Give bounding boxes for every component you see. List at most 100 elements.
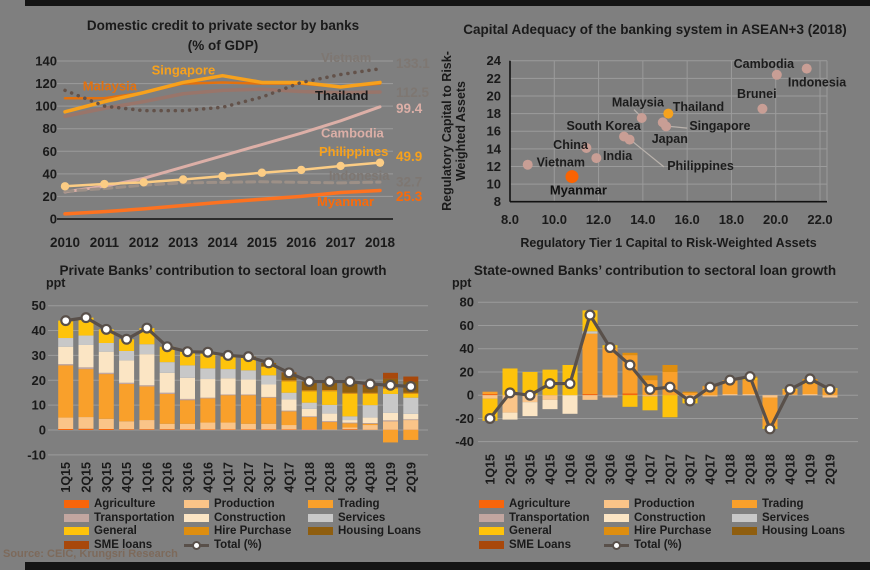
- svg-text:Thailand: Thailand: [315, 88, 369, 103]
- svg-text:2017: 2017: [326, 235, 356, 250]
- svg-text:22.0: 22.0: [807, 212, 832, 227]
- color-swatch-services: [732, 513, 757, 522]
- stacked-bar-chart-state-banks: 80 60 40 20 0 -20 -40 1Q15 2Q15 3Q15 4Q15 1Q16 2Q16 3…: [455, 295, 858, 485]
- svg-text:20: 20: [32, 373, 46, 388]
- svg-text:1Q17: 1Q17: [644, 454, 658, 485]
- line-chart-domestic-credit: 140 120 100 80 60 40 20 0 2010 2011 2012 2013 2014 20…: [35, 50, 430, 250]
- svg-text:1Q16: 1Q16: [564, 454, 578, 485]
- svg-text:1Q15: 1Q15: [484, 454, 498, 485]
- svg-text:14: 14: [487, 141, 502, 156]
- legend-item-production: Production: [604, 497, 732, 511]
- svg-text:2012: 2012: [129, 235, 159, 250]
- svg-text:1Q16: 1Q16: [140, 462, 154, 493]
- svg-text:Cambodia: Cambodia: [734, 57, 795, 71]
- legend-item-general: General: [64, 525, 184, 539]
- y-axis-unit-state: ppt: [452, 276, 472, 290]
- svg-text:40: 40: [43, 166, 57, 181]
- legend-private-banks: Agriculture Production Trading Transportati…: [64, 497, 434, 552]
- svg-text:Vietnam: Vietnam: [321, 50, 371, 65]
- svg-text:60: 60: [460, 318, 474, 333]
- svg-text:2014: 2014: [207, 235, 238, 250]
- svg-text:4Q15: 4Q15: [120, 462, 134, 493]
- y-axis-unit-private: ppt: [46, 276, 66, 290]
- svg-text:0: 0: [467, 388, 474, 403]
- svg-text:Vietnam: Vietnam: [537, 155, 585, 169]
- svg-text:20: 20: [487, 88, 501, 103]
- legend-item-agriculture: Agriculture: [64, 497, 184, 511]
- svg-text:3Q17: 3Q17: [262, 462, 276, 493]
- svg-text:24: 24: [487, 53, 502, 68]
- total-line-swatch: [604, 540, 629, 550]
- legend-label-agriculture: Agriculture: [94, 497, 156, 510]
- legend-state-banks: Agriculture Production Trading Transportati…: [479, 497, 864, 552]
- legend-item-transportation: Transportation: [64, 511, 184, 525]
- color-swatch-construction: [604, 513, 629, 522]
- svg-text:2015: 2015: [247, 235, 278, 250]
- svg-text:Philippines: Philippines: [667, 159, 734, 173]
- svg-text:4Q17: 4Q17: [283, 462, 297, 493]
- svg-text:2013: 2013: [168, 235, 199, 250]
- legend-label-construction: Construction: [214, 511, 286, 524]
- svg-text:2Q19: 2Q19: [404, 462, 418, 493]
- title-line-1: Domestic credit to private sector by ban…: [86, 18, 360, 33]
- color-swatch-construction: [184, 513, 209, 522]
- bottom-border-strip: [25, 562, 870, 570]
- svg-text:Myanmar: Myanmar: [550, 183, 607, 198]
- legend-label-total: Total (%): [634, 539, 682, 552]
- legend-label-production: Production: [214, 497, 275, 510]
- svg-text:1Q18: 1Q18: [724, 454, 738, 485]
- svg-text:20: 20: [460, 364, 474, 379]
- color-swatch-agriculture: [479, 499, 504, 508]
- svg-text:2Q15: 2Q15: [80, 462, 94, 493]
- svg-text:2Q19: 2Q19: [824, 454, 838, 485]
- legend-item-agriculture: Agriculture: [479, 497, 604, 511]
- color-swatch-transportation: [479, 513, 504, 522]
- svg-text:10: 10: [32, 398, 46, 413]
- svg-text:16: 16: [487, 124, 501, 139]
- color-swatch-sme: [64, 541, 89, 550]
- svg-text:2011: 2011: [90, 235, 120, 250]
- legend-label-trading: Trading: [338, 497, 380, 510]
- svg-text:8.0: 8.0: [501, 212, 519, 227]
- legend-label-sme: SME Loans: [509, 539, 571, 552]
- svg-text:1Q17: 1Q17: [222, 462, 236, 493]
- svg-text:Malaysia: Malaysia: [612, 96, 665, 110]
- legend-item-transportation: Transportation: [479, 511, 604, 525]
- legend-item-services: Services: [732, 511, 864, 525]
- legend-item-trading: Trading: [732, 497, 864, 511]
- svg-text:Regulatory Tier 1 Capital to R: Regulatory Tier 1 Capital to Risk-Weight…: [520, 236, 816, 250]
- svg-text:3Q18: 3Q18: [764, 454, 778, 485]
- svg-text:2Q18: 2Q18: [323, 462, 337, 493]
- svg-text:50: 50: [32, 298, 46, 313]
- legend-item-housing_loans: Housing Loans: [732, 525, 864, 539]
- svg-text:3Q15: 3Q15: [524, 454, 538, 485]
- svg-text:Indonesia: Indonesia: [788, 75, 847, 89]
- svg-text:10: 10: [487, 177, 501, 192]
- chart-title-state-banks: State-owned Banks’ contribution to secto…: [473, 263, 837, 278]
- color-swatch-sme: [479, 541, 504, 550]
- svg-text:0: 0: [50, 212, 57, 227]
- svg-text:Indonesia: Indonesia: [329, 168, 390, 183]
- legend-item-total: Total (%): [184, 538, 308, 552]
- legend-label-transportation: Transportation: [94, 511, 175, 524]
- svg-text:4Q16: 4Q16: [201, 462, 215, 493]
- legend-label-construction: Construction: [634, 511, 706, 524]
- svg-text:2Q16: 2Q16: [584, 454, 598, 485]
- legend-item-services: Services: [308, 511, 434, 525]
- svg-text:2Q15: 2Q15: [504, 454, 518, 485]
- legend-label-general: General: [94, 525, 137, 538]
- svg-text:4Q15: 4Q15: [544, 454, 558, 485]
- svg-text:1Q18: 1Q18: [303, 462, 317, 493]
- svg-text:2016: 2016: [286, 235, 317, 250]
- chart-title-capital-adequacy: Capital Adequacy of the banking system i…: [463, 22, 847, 37]
- svg-text:112.5: 112.5: [396, 85, 430, 100]
- svg-text:120: 120: [35, 76, 57, 91]
- total-line-swatch: [184, 540, 209, 550]
- svg-text:133.1: 133.1: [396, 56, 430, 71]
- svg-text:25.3: 25.3: [396, 189, 423, 204]
- legend-item-hire_purchase: Hire Purchase: [604, 525, 732, 539]
- stacked-bar-chart-private-banks: 50 40 30 20 10 0 -10 1Q15 2Q15 3Q15 4Q15 1Q16 2Q16 3Q…: [27, 298, 428, 493]
- svg-text:Philippines: Philippines: [319, 144, 388, 159]
- svg-text:Cambodia: Cambodia: [321, 126, 385, 141]
